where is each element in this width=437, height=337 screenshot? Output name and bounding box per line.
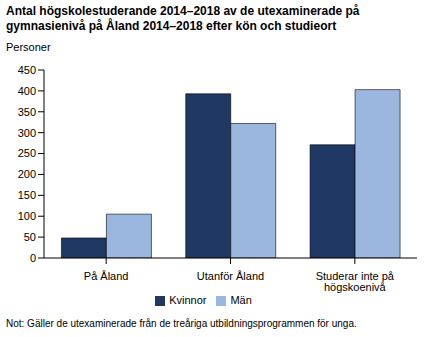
svg-text:100: 100 (18, 210, 36, 222)
html-text:Not: Gäller de utexaminerade f: Not: Gäller de utexaminerade från de tre… (6, 318, 357, 329)
svg-text:Utanför Åland: Utanför Åland (197, 270, 264, 282)
svg-text:200: 200 (18, 168, 36, 180)
html-text:Män: Män (230, 294, 252, 306)
svg-text:På Åland: På Åland (84, 270, 129, 282)
svg-text:Studerar inte påhögskoenivå: Studerar inte påhögskoenivå (316, 270, 395, 293)
html-text:Personer: Personer (6, 41, 51, 53)
html-text:Kvinnor: Kvinnor (169, 294, 207, 306)
svg-text:350: 350 (18, 106, 36, 118)
svg-text:250: 250 (18, 147, 36, 159)
svg-text:0: 0 (30, 252, 36, 264)
svg-text:300: 300 (18, 127, 36, 139)
svg-text:450: 450 (18, 64, 36, 76)
svg-text:150: 150 (18, 189, 36, 201)
svg-text:400: 400 (18, 85, 36, 97)
html-text:Antal högskolestuderande 2014–: Antal högskolestuderande 2014–2018 av de… (6, 4, 360, 33)
svg-text:50: 50 (24, 231, 36, 243)
